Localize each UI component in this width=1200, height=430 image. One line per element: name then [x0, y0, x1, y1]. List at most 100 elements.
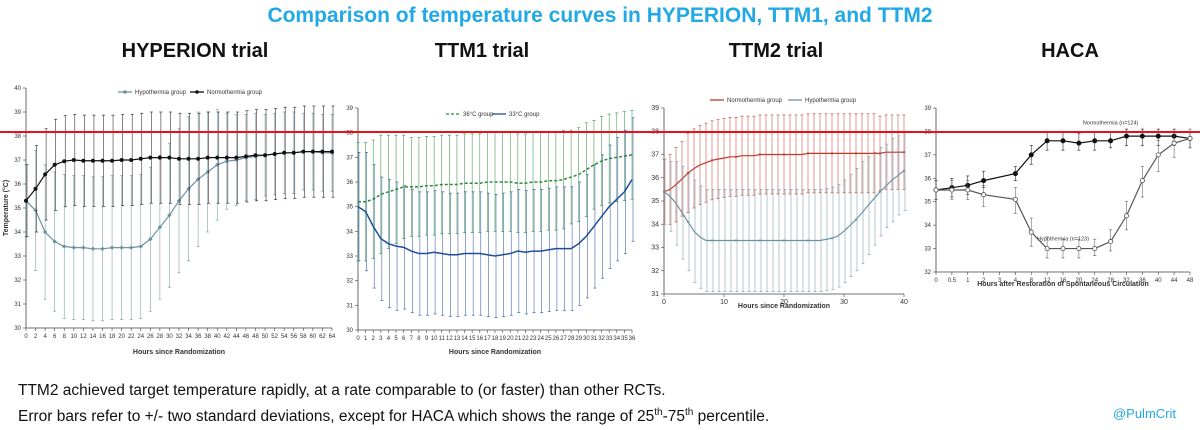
panel0-y-tick-label: 37 — [14, 158, 21, 164]
panel0-series1-point — [110, 158, 115, 163]
panel3-y-tick-label: 39 — [924, 106, 931, 112]
panel1-x-tick-label: 5 — [394, 336, 398, 342]
panel3-y-tick-label: 36 — [924, 176, 931, 182]
panel2-series0-point — [806, 152, 810, 155]
panel0-series1-point — [263, 153, 268, 158]
panel0-legend-label: Hypothermia group — [135, 90, 187, 96]
panel1-y-tick-label: 37 — [346, 155, 353, 161]
panel3-x-tick-label: 20 — [1076, 278, 1083, 284]
panel0-y-tick-label: 31 — [14, 302, 21, 308]
panel2-x-tick-label: 20 — [780, 299, 788, 306]
panel0-series1-point — [138, 156, 143, 161]
ttm1-chart: 30 31 32 33 34 35 36 37 38 39 0 1 2 3 4 5 6 7 8 9 10 11 12 13 14… — [342, 78, 638, 363]
panel1-y-tick-label: 30 — [346, 328, 353, 334]
panel2-series0-point — [710, 159, 714, 162]
panel0-x-tick-label: 0 — [24, 334, 28, 340]
panel1-x-axis-label: Hours since Randomization — [449, 349, 541, 356]
panel3-series1-point — [1108, 239, 1114, 245]
panel0-series0-point — [81, 245, 86, 250]
panel1-x-tick-label: 15 — [469, 336, 476, 342]
panel0-x-tick-label: 40 — [214, 334, 221, 340]
panel0-x-tick-label: 14 — [90, 334, 97, 340]
footnote-sup-a: th — [654, 407, 663, 418]
panel1-x-tick-label: 35 — [621, 336, 628, 342]
panel1-y-tick-label: 35 — [346, 205, 353, 211]
panel2-series0-point — [854, 152, 858, 155]
panel0-legend-label: Normothermia group — [207, 90, 263, 96]
panel1-x-tick-label: 3 — [379, 336, 383, 342]
panel3-y-tick-label: 33 — [924, 247, 931, 253]
panel3-series1-point — [1044, 246, 1050, 252]
panel0-series0-point — [90, 246, 96, 251]
panel0-x-tick-label: 16 — [99, 334, 106, 340]
panel0-series0-point — [52, 239, 57, 244]
panel3-x-tick-label: 32 — [1123, 278, 1130, 284]
panel1-x-tick-label: 17 — [484, 336, 491, 342]
panel2-series1-point — [902, 169, 906, 172]
panel0-series0-point — [234, 157, 239, 163]
panel0-series1-point — [196, 156, 201, 161]
panel2-y-tick-label: 36 — [651, 175, 659, 182]
panel0-series0-point — [100, 246, 105, 251]
panel3-x-tick-label: 4 — [1014, 278, 1018, 284]
panel3-y-tick-label: 37 — [924, 153, 931, 159]
panel1-series1-line — [357, 179, 633, 257]
panel0-y-tick-label: 38 — [14, 134, 21, 140]
panel0-series0-point — [167, 213, 172, 218]
haca-chart: 323334353637383900.512348121620242832364… — [910, 78, 1198, 363]
panel1-x-tick-label: 26 — [553, 336, 560, 342]
panel1-x-tick-label: 10 — [431, 336, 438, 342]
panel3-series0-point — [1108, 138, 1114, 144]
panel0-series0-point — [138, 244, 143, 249]
panel3-x-tick-label: 44 — [1171, 278, 1178, 284]
panel2-series1-point — [806, 239, 810, 242]
panel0-series1-point — [52, 162, 57, 167]
panel0-y-tick-label: 34 — [14, 230, 21, 236]
panel3-series1-point — [1076, 246, 1082, 252]
panel3-series1-point — [1028, 229, 1034, 235]
panel3-series1-line — [936, 137, 1191, 250]
panel2-y-tick-label: 37 — [651, 152, 659, 159]
hyperion-panel-title: HYPERION trial — [121, 40, 269, 62]
panel0-x-tick-label: 48 — [252, 334, 259, 340]
panel3-series0-point — [1028, 152, 1034, 158]
panel0-series1-point — [234, 155, 239, 160]
panel3-x-axis-label: Hours after Restoration of Spontaneous C… — [977, 281, 1149, 288]
panel3-series1-point — [1060, 246, 1066, 252]
panel1-x-tick-label: 11 — [439, 336, 446, 342]
footnote-text-c: percentile. — [693, 408, 770, 426]
panel0-y-tick-label: 36 — [14, 182, 21, 188]
panel0-series0-point — [224, 159, 230, 164]
panel1-x-tick-label: 18 — [492, 336, 499, 342]
panel0-x-tick-label: 2 — [34, 334, 38, 340]
panel3-x-tick-label: 0.5 — [948, 278, 957, 284]
panel0-series0-point — [119, 245, 124, 250]
panel0-series0-point — [62, 244, 67, 249]
panel2-series1-point — [710, 239, 714, 242]
panel1-x-tick-label: 6 — [402, 336, 406, 342]
panel2-y-tick-label: 33 — [651, 245, 659, 252]
panel1-x-tick-label: 25 — [545, 336, 552, 342]
panel2-series1-point — [830, 237, 834, 240]
panel3-x-tick-label: 12 — [1044, 278, 1051, 284]
panel2-series1-point — [854, 218, 858, 221]
panel0-x-tick-label: 36 — [195, 334, 202, 340]
panel0-x-tick-label: 60 — [310, 334, 317, 340]
panel3-x-tick-label: 16 — [1060, 278, 1067, 284]
panel0-x-tick-label: 50 — [262, 334, 269, 340]
panel0-series1-point — [177, 156, 181, 161]
panel2-x-tick-label: 10 — [720, 299, 728, 306]
ttm1-panel-title: TTM1 trial — [434, 40, 530, 62]
panel0-x-tick-label: 10 — [70, 334, 77, 340]
panel1-x-tick-label: 8 — [417, 336, 421, 342]
panel0-y-axis-label: Temperature (°C) — [2, 180, 10, 236]
panel1-y-tick-label: 33 — [346, 254, 353, 260]
panel3-x-tick-label: 2 — [982, 278, 986, 284]
panel0-series1-point — [157, 155, 162, 160]
panel0-series1-point — [186, 156, 191, 161]
panel1-x-tick-label: 30 — [583, 336, 590, 342]
panel1-x-tick-label: 20 — [507, 336, 514, 342]
panel3-series0-point — [1060, 138, 1066, 144]
panel3-series1-point — [1171, 140, 1177, 146]
panel0-series0-point — [157, 225, 163, 230]
